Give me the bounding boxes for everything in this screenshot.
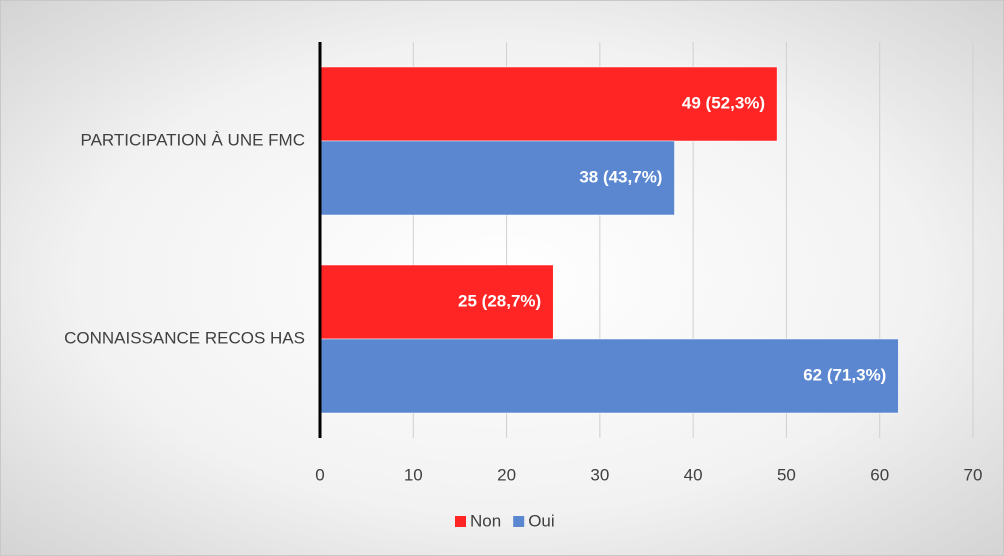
x-tick-label: 50 (777, 465, 796, 484)
x-tick-label: 70 (964, 465, 983, 484)
legend-swatch (455, 516, 466, 527)
legend-label: Non (470, 511, 501, 530)
x-tick-label: 0 (315, 465, 324, 484)
data-label: 49 (52,3%) (682, 93, 765, 112)
legend-label: Oui (528, 511, 554, 530)
legend-swatch (513, 516, 525, 527)
x-tick-label: 20 (497, 465, 516, 484)
bar (319, 338, 899, 414)
y-tick-label: PARTICIPATION À UNE FMC (81, 130, 305, 149)
x-tick-label: 60 (870, 465, 889, 484)
bar (319, 66, 778, 142)
data-label: 38 (43,7%) (579, 167, 662, 186)
x-tick-label: 10 (404, 465, 423, 484)
data-label: 62 (71,3%) (803, 365, 886, 384)
data-label: 25 (28,7%) (458, 291, 541, 310)
bar (319, 264, 554, 340)
x-tick-label: 30 (590, 465, 609, 484)
x-tick-label: 40 (684, 465, 703, 484)
y-tick-label: CONNAISSANCE RECOS HAS (64, 328, 305, 347)
bar (319, 140, 675, 216)
